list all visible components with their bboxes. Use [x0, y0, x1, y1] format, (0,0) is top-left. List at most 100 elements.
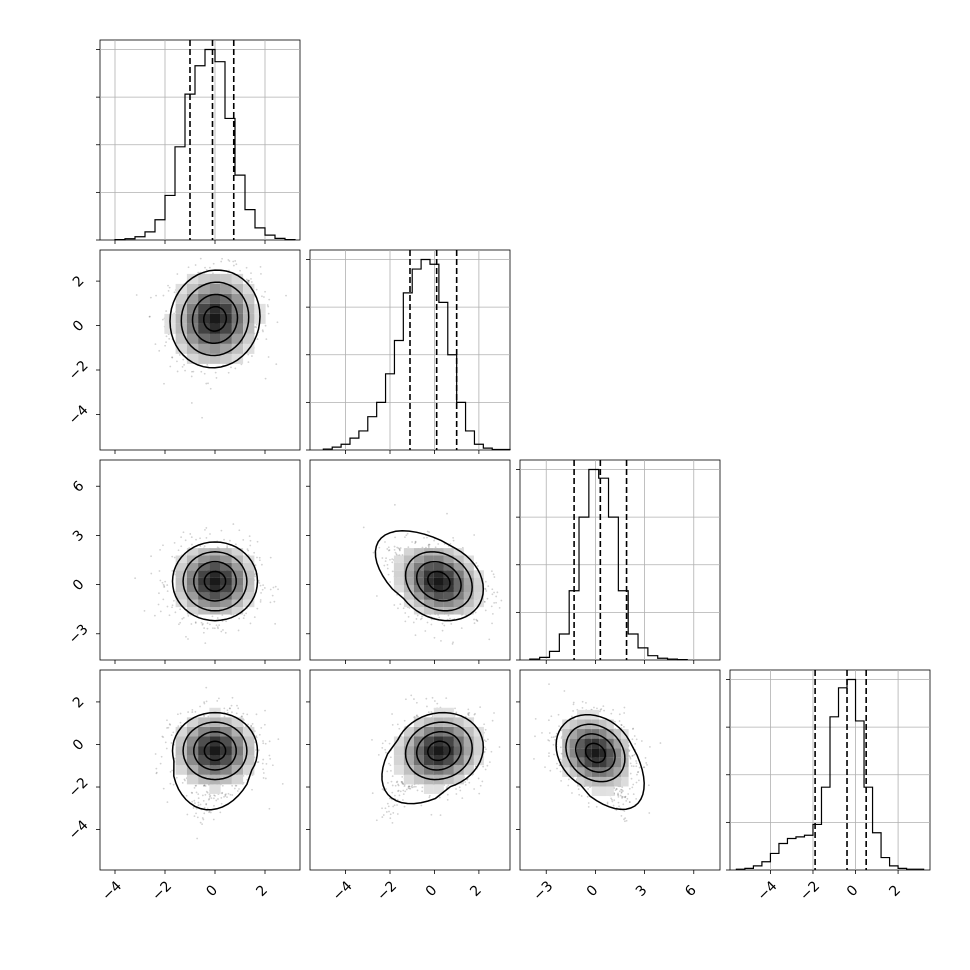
scatter-point — [254, 575, 256, 578]
scatter-point — [150, 572, 153, 575]
scatter-point — [403, 719, 406, 722]
scatter-point — [455, 793, 458, 795]
scatter-point — [440, 639, 442, 642]
scatter-point — [455, 711, 458, 714]
scatter-point — [233, 787, 236, 790]
scatter-point — [381, 557, 384, 559]
scatter-point — [162, 736, 165, 739]
density-cell — [231, 774, 244, 785]
density-cell — [413, 592, 424, 600]
scatter-point — [395, 553, 398, 555]
scatter-point — [420, 617, 423, 620]
scatter-point — [242, 781, 245, 784]
scatter-point — [414, 541, 417, 544]
pair-inner-0-1 — [135, 257, 287, 419]
scatter-point — [398, 549, 401, 552]
scatter-point — [242, 539, 245, 541]
density-cell — [209, 283, 221, 294]
scatter-point — [209, 533, 211, 535]
density-cells-0-2 — [175, 548, 255, 615]
scatter-point — [258, 749, 260, 752]
scatter-point — [203, 545, 206, 548]
scatter-point — [161, 318, 164, 321]
scatter-point — [439, 814, 442, 817]
density-cell — [220, 585, 232, 593]
scatter-point — [187, 614, 190, 617]
scatter-point — [428, 543, 431, 546]
scatter-point — [269, 588, 272, 591]
density-cell — [175, 562, 187, 571]
scatter-point — [268, 754, 271, 757]
scatter-point — [419, 618, 422, 621]
hist-step-3 — [735, 678, 925, 870]
scatter-point — [169, 771, 172, 773]
density-cell — [186, 562, 199, 571]
scatter-point — [178, 623, 180, 626]
scatter-point — [401, 781, 404, 784]
density-cell — [423, 570, 434, 578]
scatter-point — [434, 546, 437, 549]
scatter-point — [263, 296, 265, 298]
scatter-point — [203, 785, 205, 787]
scatter-point — [187, 711, 190, 713]
scatter-point — [490, 570, 493, 573]
scatter-point — [212, 818, 215, 821]
scatter-point — [215, 624, 218, 627]
scatter-point — [183, 363, 185, 366]
density-cell — [231, 303, 244, 314]
scatter-point — [200, 370, 203, 373]
scatter-point — [261, 295, 263, 298]
contour-level-0 — [427, 570, 451, 592]
scatter-point — [171, 356, 174, 359]
scatter-point — [389, 756, 392, 759]
scatter-point — [150, 555, 152, 558]
density-cell — [209, 293, 221, 304]
scatter-point — [273, 600, 276, 603]
density-cell — [220, 293, 232, 304]
scatter-point — [164, 580, 167, 583]
density-cell — [209, 562, 221, 571]
scatter-point — [257, 579, 260, 582]
scatter-point — [269, 601, 272, 604]
density-cell — [209, 273, 221, 284]
scatter-point — [481, 780, 484, 783]
scatter-point — [250, 725, 253, 728]
density-cell — [453, 585, 464, 593]
density-cell — [220, 755, 232, 766]
scatter-point — [426, 530, 429, 533]
scatter-point — [223, 707, 226, 710]
scatter-point — [216, 700, 219, 702]
scatter-point — [220, 797, 223, 799]
scatter-point — [223, 715, 226, 718]
scatter-point — [228, 707, 231, 710]
density-cell — [175, 323, 187, 334]
scatter-point — [166, 801, 169, 804]
density-cell — [243, 303, 255, 314]
scatter-point — [205, 803, 208, 805]
scatter-point — [191, 800, 194, 803]
density-cell — [473, 570, 484, 578]
scatter-point — [220, 802, 223, 805]
scatter-point — [169, 782, 172, 785]
density-cell — [231, 293, 244, 304]
density-cell — [243, 755, 255, 766]
scatter-point — [175, 776, 178, 779]
scatter-point — [385, 788, 387, 790]
scatter-point — [255, 288, 258, 291]
scatter-point — [428, 796, 431, 799]
scatter-point — [413, 698, 415, 700]
scatter-point — [449, 617, 451, 620]
density-cell — [433, 599, 444, 608]
scatter-point — [266, 304, 269, 306]
contours-1-2 — [374, 530, 485, 622]
scatter-point — [386, 567, 389, 570]
density-cell — [198, 353, 210, 364]
scatter-point — [397, 607, 399, 610]
density-cell — [243, 323, 255, 334]
density-cell — [198, 323, 210, 334]
scatter-point — [226, 711, 229, 714]
scatter-point — [483, 746, 486, 749]
density-cell — [463, 607, 474, 615]
density-cell — [198, 736, 210, 747]
scatter-point — [194, 622, 197, 624]
